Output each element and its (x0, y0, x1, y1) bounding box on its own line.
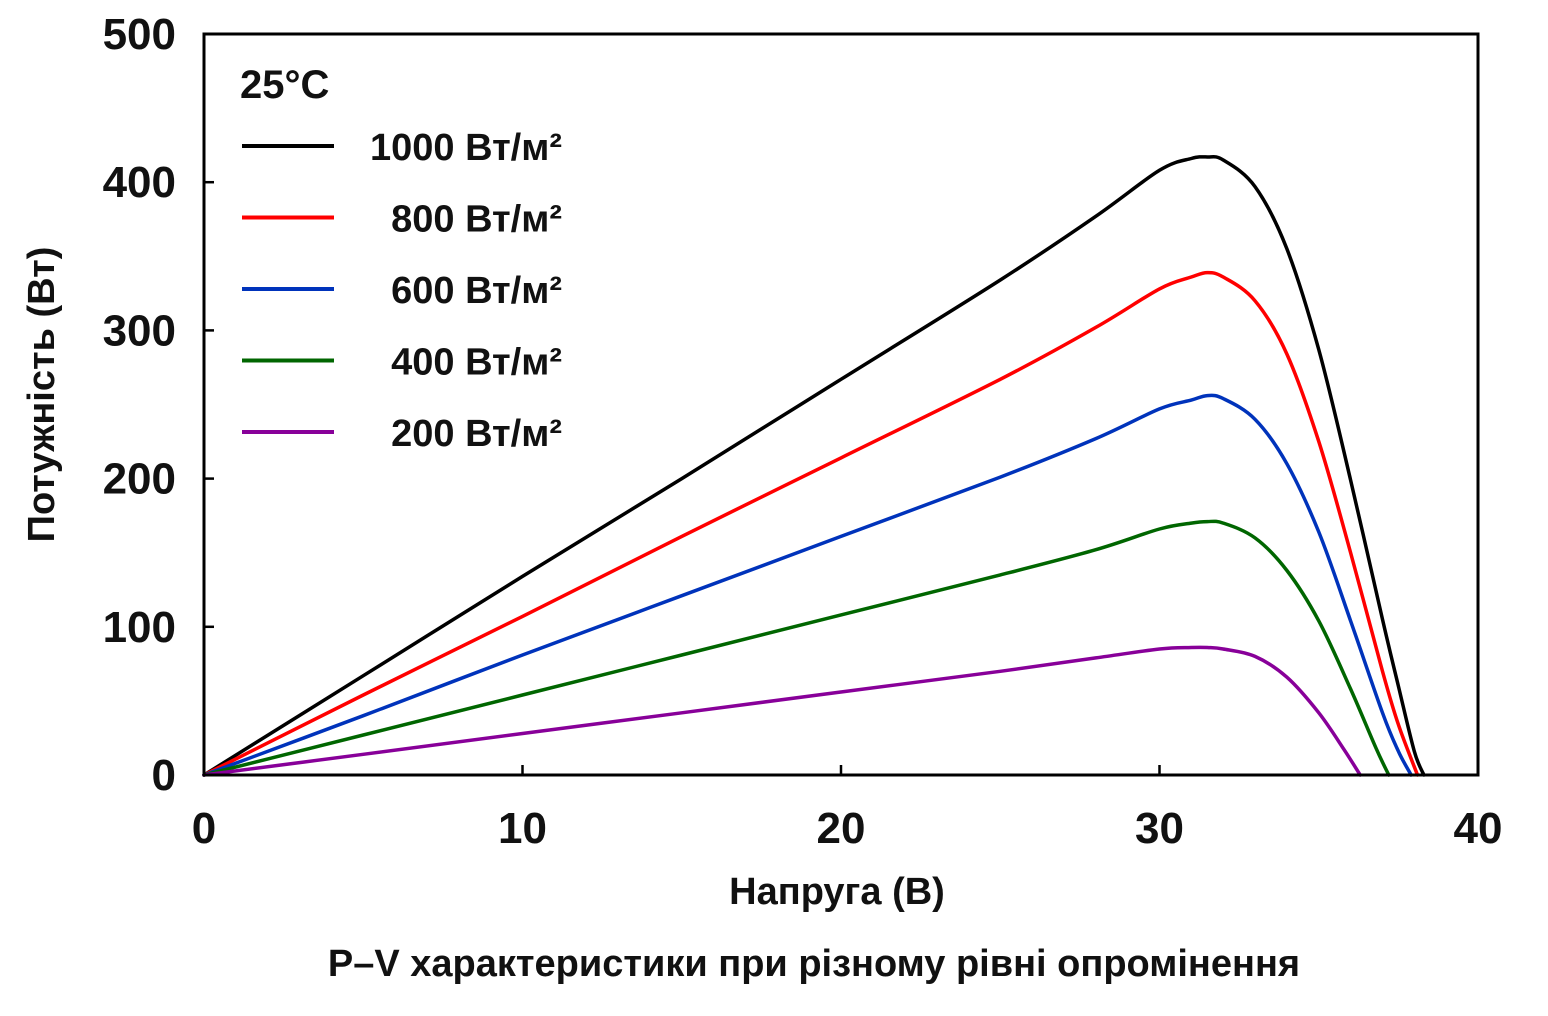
y-tick-label: 0 (152, 751, 176, 800)
y-tick-label: 500 (103, 10, 176, 59)
legend-title: 25°C (240, 63, 329, 107)
legend-label: 200 Вт/м² (391, 413, 562, 455)
legend-label: 800 Вт/м² (391, 199, 562, 241)
chart-caption: P–V характеристики при різному рівні опр… (328, 943, 1300, 985)
y-axis-label: Потужність (Вт) (21, 247, 63, 543)
x-tick-label: 0 (192, 804, 216, 853)
x-tick-label: 30 (1135, 804, 1184, 853)
series-layer (202, 154, 1426, 777)
x-tick-label: 40 (1454, 804, 1503, 853)
legend: 1000 Вт/м² 800 Вт/м² 600 Вт/м² 400 Вт/м² 200… (242, 127, 562, 455)
series-line-1 (202, 154, 1426, 777)
legend-label: 1000 Вт/м² (370, 127, 562, 169)
y-tick-label: 100 (103, 603, 176, 652)
x-tick-label: 20 (817, 804, 866, 853)
series-line-3 (202, 393, 1413, 777)
series-line-4 (202, 519, 1391, 777)
x-tick-label: 10 (498, 804, 547, 853)
legend-label: 400 Вт/м² (391, 342, 562, 384)
y-tick-label: 400 (103, 158, 176, 207)
series-line-5 (202, 645, 1362, 777)
plot-area-frame (202, 32, 1480, 777)
x-axis-label: Напруга (В) (729, 871, 945, 913)
y-tick-label: 200 (103, 455, 176, 504)
series-line-2 (202, 270, 1420, 777)
y-tick-label: 300 (103, 306, 176, 355)
legend-label: 600 Вт/м² (391, 270, 562, 312)
